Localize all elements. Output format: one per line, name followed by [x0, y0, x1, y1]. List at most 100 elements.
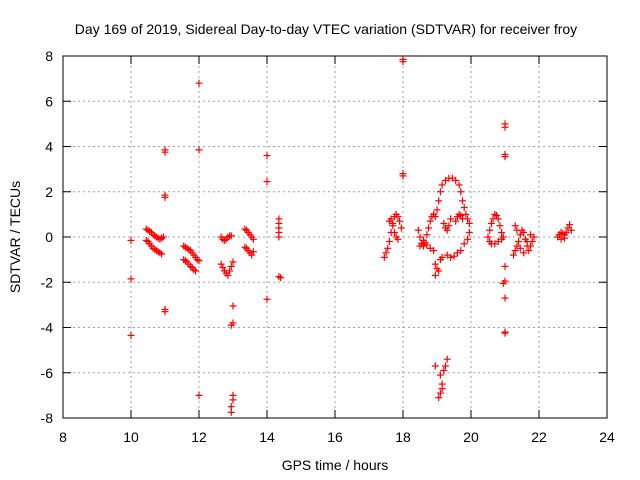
data-point [440, 219, 448, 227]
data-point [263, 295, 271, 303]
data-point [161, 148, 169, 156]
data-point [452, 176, 460, 184]
grid [63, 56, 607, 418]
data-point [127, 331, 135, 339]
data-point [399, 58, 407, 66]
data-point [187, 262, 194, 270]
data-point [275, 273, 283, 281]
data-point [158, 250, 166, 258]
y-tick-label: 0 [45, 229, 53, 245]
data-point [566, 221, 574, 229]
data-point [193, 256, 201, 264]
data-point [436, 389, 444, 397]
data-point [438, 253, 446, 261]
data-point [195, 391, 203, 399]
data-point [516, 244, 524, 252]
data-point [435, 197, 443, 205]
y-axis-label: SDTVAR / TECUs [7, 181, 23, 293]
x-tick-label: 24 [599, 429, 615, 445]
data-point [419, 236, 427, 244]
data-point [464, 235, 472, 243]
data-point [436, 188, 444, 196]
data-point [399, 172, 407, 180]
data-point [397, 224, 405, 232]
data-point [494, 215, 502, 223]
data-point [394, 213, 402, 221]
data-point [501, 328, 509, 336]
y-tick-labels: -8 -6 -4 -2 0 2 4 6 8 [41, 48, 54, 426]
x-tick-label: 14 [259, 429, 275, 445]
y-tick-label: 6 [45, 93, 53, 109]
data-point [146, 227, 154, 235]
data-point [380, 253, 388, 261]
data-point [457, 247, 465, 255]
data-point [416, 233, 424, 241]
data-point [277, 274, 285, 282]
data-point [435, 394, 443, 402]
data-point [501, 123, 509, 131]
data-point [227, 321, 235, 329]
data-point [501, 262, 509, 270]
data-point [442, 362, 449, 370]
data-point [460, 204, 468, 212]
data-point [142, 236, 150, 244]
data-point [452, 217, 460, 225]
data-point [229, 258, 237, 266]
data-point [224, 233, 232, 241]
data-point [443, 226, 451, 234]
data-point [394, 235, 402, 243]
data-point [423, 241, 431, 249]
data-point [438, 181, 446, 189]
data-point [431, 271, 439, 279]
data-point [487, 219, 495, 227]
x-tick-label: 12 [191, 429, 207, 445]
data-point [562, 228, 570, 236]
data-point [567, 226, 575, 234]
data-point [561, 234, 568, 242]
data-points [127, 55, 575, 416]
data-point [185, 245, 193, 253]
data-point [227, 232, 235, 240]
y-tick-label: -8 [41, 410, 54, 426]
data-point [161, 308, 169, 316]
y-tick-label: 2 [45, 184, 53, 200]
x-tick-label: 20 [463, 429, 479, 445]
data-point [156, 249, 164, 257]
data-point [391, 228, 398, 236]
data-point [457, 212, 465, 220]
data-point [459, 197, 466, 205]
data-point [460, 240, 468, 248]
x-tick-labels: 8 10 12 14 16 18 20 22 24 [59, 429, 615, 445]
data-point [440, 366, 448, 374]
data-point [217, 260, 225, 268]
data-point [226, 267, 234, 275]
y-tick-label: -2 [41, 274, 54, 290]
data-point [559, 230, 567, 238]
data-point [431, 362, 439, 370]
data-point [445, 222, 453, 230]
data-point [431, 213, 439, 221]
data-point [525, 247, 533, 255]
data-point [496, 222, 504, 230]
data-point [430, 247, 438, 255]
data-point [229, 302, 237, 310]
data-point [443, 355, 451, 363]
x-tick-label: 10 [123, 429, 139, 445]
data-point [158, 234, 166, 242]
data-point [418, 240, 426, 248]
data-point [248, 251, 256, 259]
data-point [389, 222, 397, 230]
data-point [423, 231, 431, 239]
data-point [224, 271, 232, 279]
data-point [159, 233, 167, 241]
data-point [462, 210, 470, 218]
data-point [431, 260, 439, 268]
data-point [501, 153, 509, 161]
data-point [455, 181, 463, 189]
data-point [426, 217, 434, 225]
data-point [190, 266, 198, 274]
data-point [520, 228, 528, 236]
data-point [511, 222, 519, 230]
data-point [484, 233, 492, 241]
data-point [435, 267, 443, 275]
